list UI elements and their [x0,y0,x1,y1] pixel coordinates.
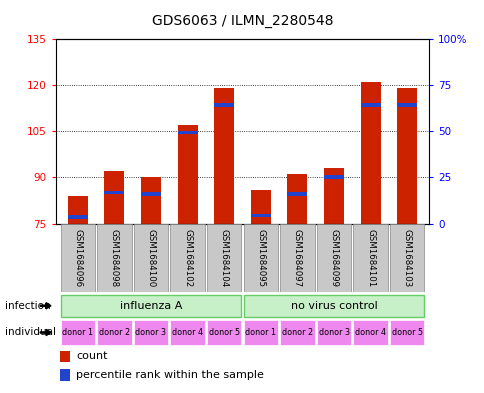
Text: GSM1684102: GSM1684102 [182,229,192,287]
Bar [250,190,271,224]
Text: donor 4: donor 4 [172,328,203,337]
Bar [60,351,70,362]
Text: GSM1684100: GSM1684100 [146,229,155,287]
Bar [396,88,416,224]
Bar [177,125,197,224]
Bar [353,320,387,345]
Text: donor 2: donor 2 [281,328,312,337]
Text: GSM1684098: GSM1684098 [110,229,119,287]
Text: GSM1684099: GSM1684099 [329,229,338,287]
Bar [389,320,424,345]
Bar [97,320,131,345]
Text: donor 2: donor 2 [99,328,130,337]
Text: GSM1684095: GSM1684095 [256,229,265,287]
Text: count: count [76,351,107,362]
Bar [207,320,241,345]
Bar [141,192,161,196]
Text: donor 1: donor 1 [245,328,276,337]
Bar [60,224,95,292]
Bar [170,320,204,345]
Bar [243,294,424,317]
Text: donor 3: donor 3 [318,328,349,337]
Text: individual: individual [5,327,56,338]
Bar [60,320,95,345]
Text: infection: infection [5,301,50,311]
Bar [280,320,314,345]
Bar [396,103,416,107]
Bar [389,224,424,292]
Bar [316,320,350,345]
Bar [316,224,350,292]
Text: donor 5: donor 5 [391,328,422,337]
Bar [177,130,197,134]
Text: percentile rank within the sample: percentile rank within the sample [76,370,264,380]
Bar [287,174,307,224]
Text: GSM1684104: GSM1684104 [219,229,228,287]
Bar [104,191,124,195]
Bar [323,175,343,179]
Text: no virus control: no virus control [290,301,377,311]
Text: donor 1: donor 1 [62,328,93,337]
Bar [141,178,161,224]
Bar [287,192,307,196]
Bar [134,320,168,345]
Bar [250,214,271,217]
Bar [60,294,241,317]
Bar [68,215,88,219]
Bar [104,171,124,224]
Bar [97,224,131,292]
Text: GSM1684096: GSM1684096 [73,229,82,287]
Bar [243,320,277,345]
Bar [353,224,387,292]
Bar [360,103,380,107]
Bar [243,224,277,292]
Text: influenza A: influenza A [120,301,182,311]
Text: donor 5: donor 5 [208,328,239,337]
Bar [60,369,70,381]
Bar [213,88,234,224]
Text: GSM1684097: GSM1684097 [292,229,302,287]
Bar [170,224,204,292]
Bar [134,224,168,292]
Bar [207,224,241,292]
Text: donor 3: donor 3 [135,328,166,337]
Text: donor 4: donor 4 [354,328,385,337]
Bar [280,224,314,292]
Bar [68,196,88,224]
Text: GDS6063 / ILMN_2280548: GDS6063 / ILMN_2280548 [151,14,333,28]
Bar [213,103,234,107]
Text: GSM1684103: GSM1684103 [402,229,411,287]
Bar [323,168,343,224]
Text: GSM1684101: GSM1684101 [365,229,374,287]
Bar [360,82,380,224]
